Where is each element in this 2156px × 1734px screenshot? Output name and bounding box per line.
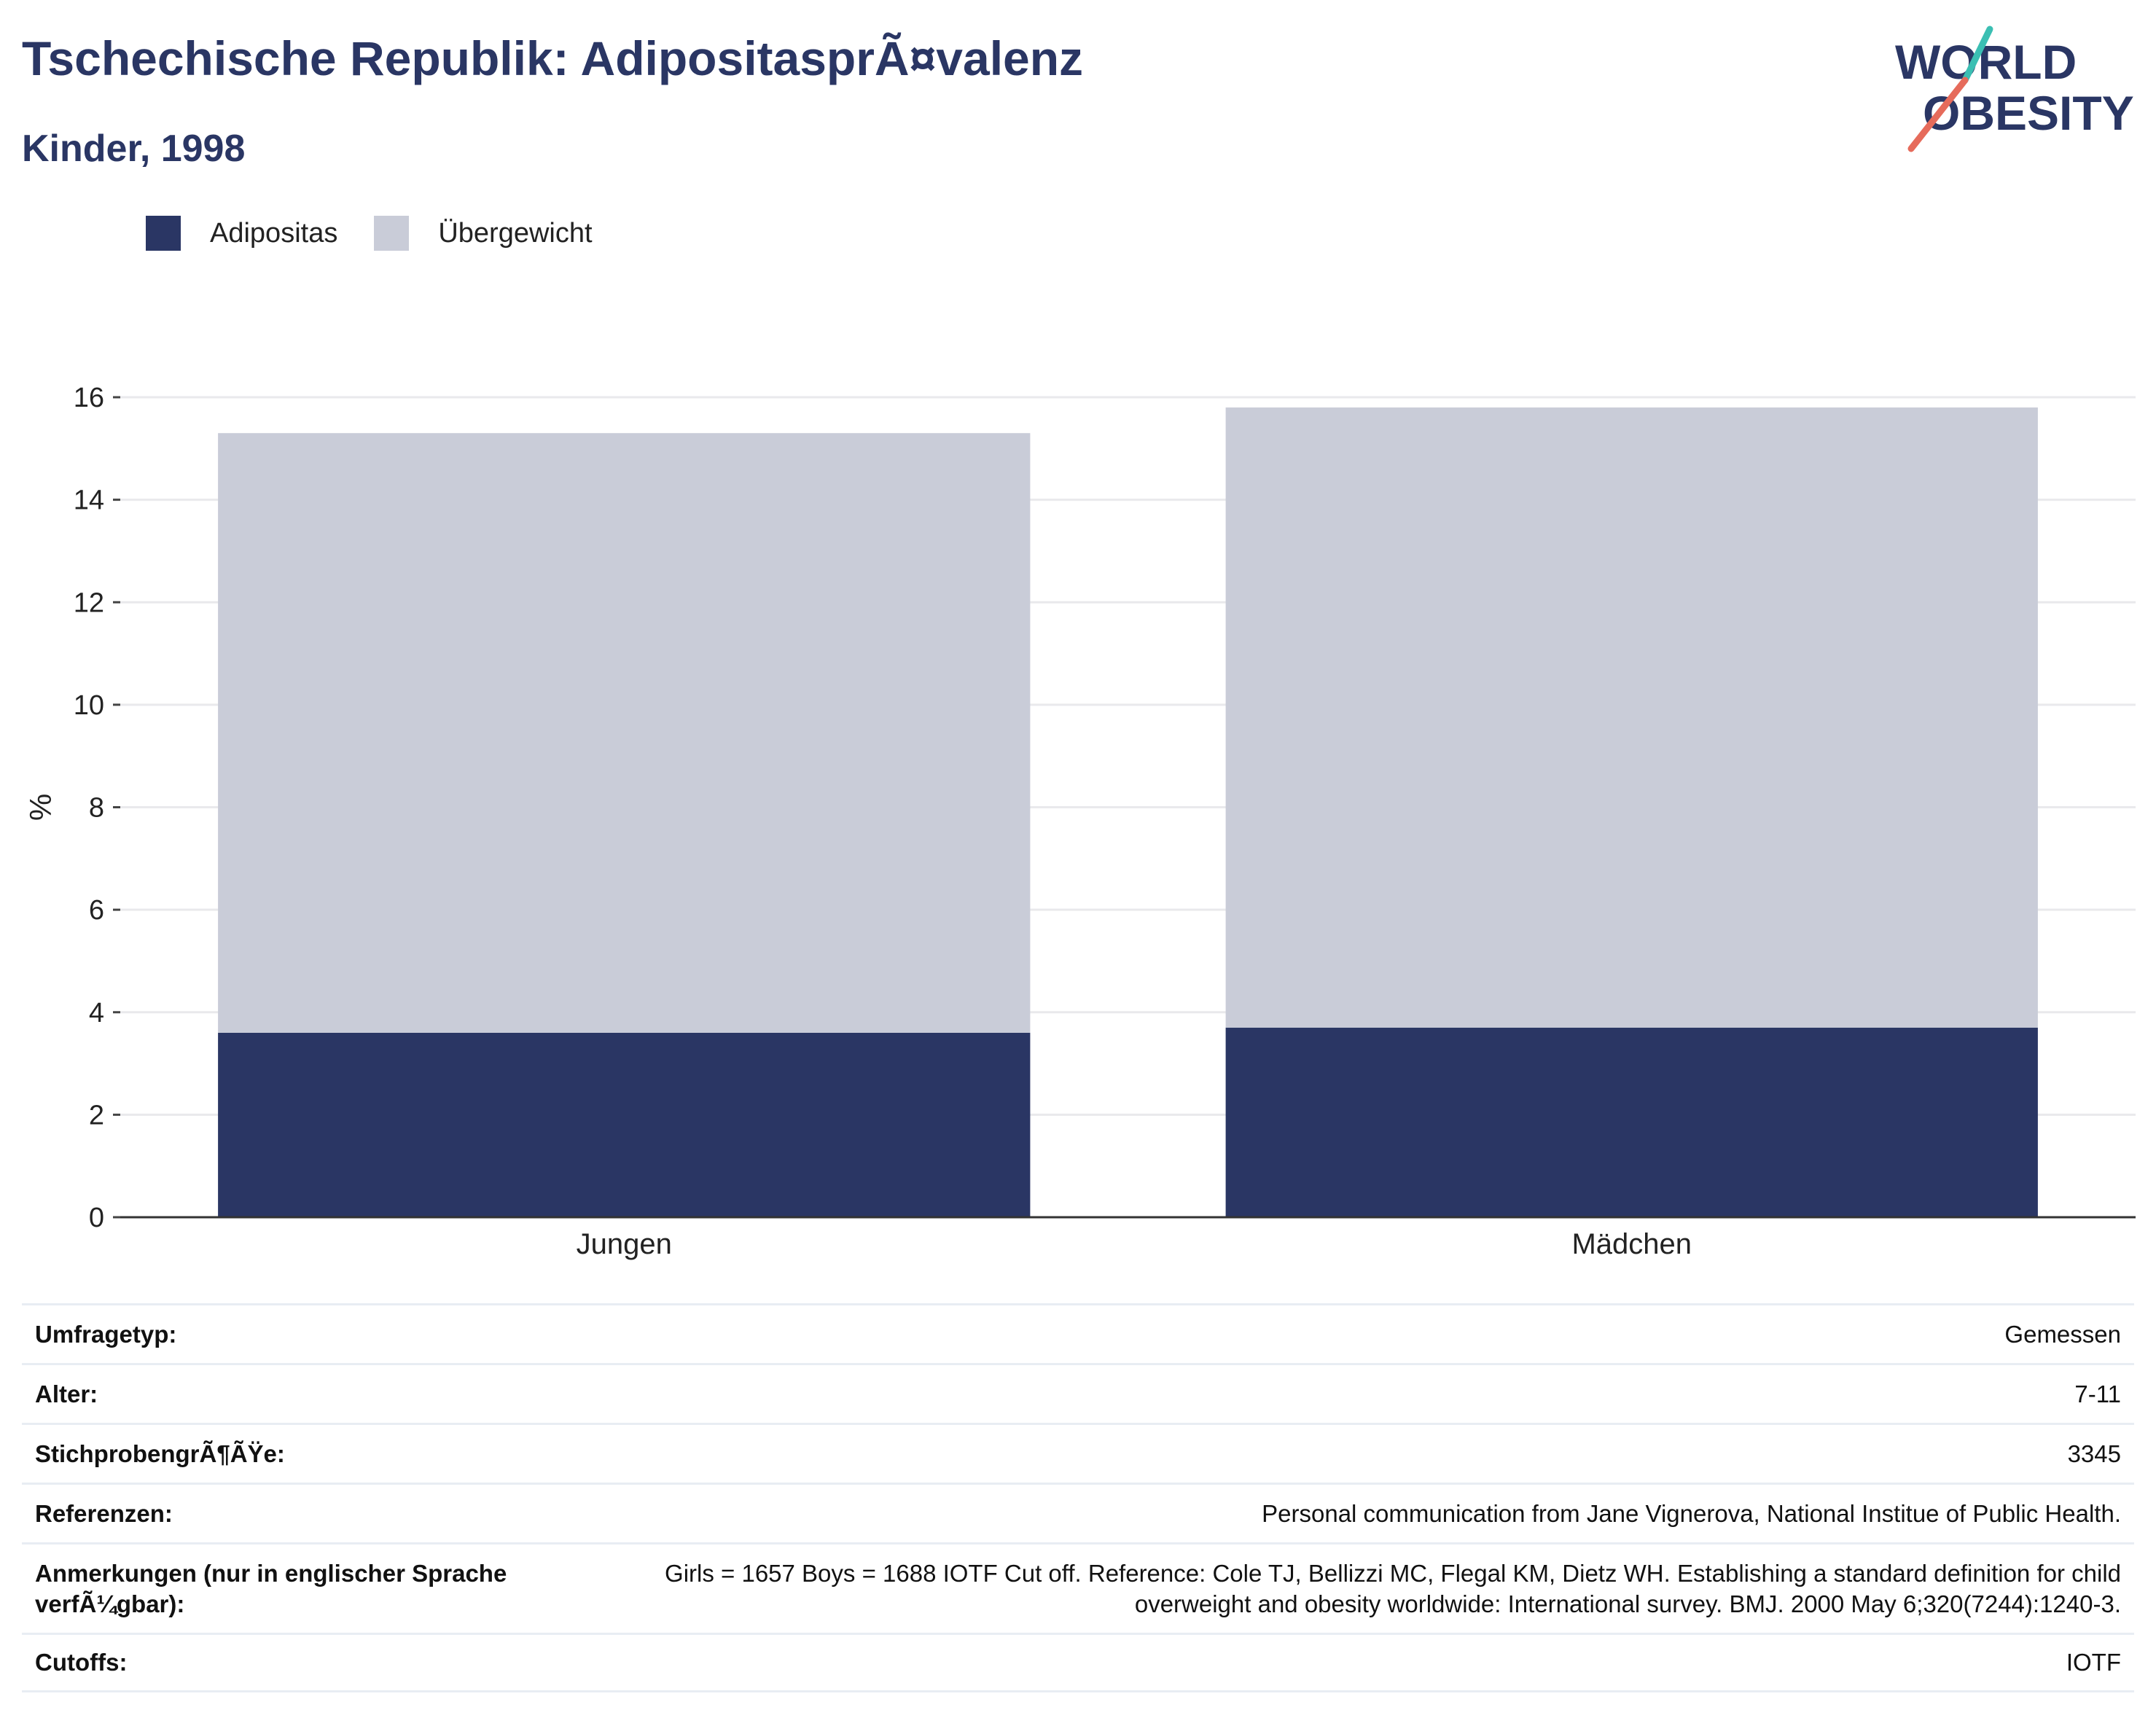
legend-item-uebergewicht[interactable]: Übergewicht	[374, 216, 593, 251]
stacked-bar-chart: 0 2 4 6 8 10 12 14 16% Jungen Mädchen	[23, 383, 2136, 1260]
y-tick-label: 8	[89, 793, 104, 824]
legend-item-adipositas[interactable]: Adipositas	[146, 216, 337, 251]
meta-row-sample-size: StichprobengrÃ¶ÃŸe: 3345	[22, 1423, 2134, 1483]
chart-subtitle: Kinder, 1998	[22, 128, 246, 170]
y-tick-label: 10	[74, 690, 104, 721]
y-tick-label: 4	[89, 998, 104, 1028]
survey-metadata-table: Umfragetyp: Gemessen Alter: 7-11 Stichpr…	[22, 1303, 2134, 1692]
y-tick-label: 2	[89, 1100, 104, 1130]
y-tick-label: 14	[74, 485, 104, 516]
x-tick-label: Mädchen	[1571, 1228, 1692, 1260]
meta-value: 3345	[2067, 1440, 2121, 1467]
bar-adipositas-1	[1225, 1027, 2038, 1217]
chart-legend: Adipositas Übergewicht	[146, 216, 629, 251]
y-axis-label: %	[23, 794, 58, 821]
meta-row-references: Referenzen: Personal communication from …	[22, 1483, 2134, 1542]
legend-swatch-uebergewicht	[374, 216, 410, 251]
bar-uebergewicht-1	[1225, 407, 2038, 1028]
meta-label: Alter:	[35, 1380, 98, 1407]
meta-label: Referenzen:	[35, 1499, 173, 1527]
x-tick-label: Jungen	[577, 1228, 672, 1260]
meta-row-survey-type: Umfragetyp: Gemessen	[22, 1303, 2134, 1363]
meta-label: Umfragetyp:	[35, 1320, 177, 1348]
legend-label-uebergewicht: Übergewicht	[438, 217, 593, 249]
legend-label-adipositas: Adipositas	[210, 217, 338, 249]
meta-label: Cutoffs:	[35, 1649, 128, 1676]
logo-slash-teal	[1961, 26, 1993, 84]
meta-value: 7-11	[2074, 1380, 2121, 1407]
world-obesity-logo: WORLD OBESITY	[1895, 26, 2134, 152]
y-tick-label: 16	[74, 383, 104, 413]
bar-adipositas-0	[218, 1032, 1031, 1217]
y-tick-label: 0	[89, 1203, 104, 1233]
meta-label: Anmerkungen (nur in englischer Sprache v…	[35, 1559, 507, 1617]
y-tick-label: 6	[89, 895, 104, 926]
y-tick-label: 12	[74, 587, 104, 618]
meta-row-cutoffs: Cutoffs: IOTF	[22, 1633, 2134, 1692]
meta-value: Personal communication from Jane Vignero…	[1262, 1499, 2121, 1527]
meta-value: Girls = 1657 Boys = 1688 IOTF Cut off. R…	[665, 1559, 2121, 1617]
logo-text-obesity: OBESITY	[1923, 86, 2134, 140]
meta-row-age: Alter: 7-11	[22, 1363, 2134, 1423]
legend-swatch-adipositas	[146, 216, 181, 251]
meta-value: Gemessen	[2004, 1320, 2121, 1348]
meta-row-notes: Anmerkungen (nur in englischer Sprache v…	[22, 1542, 2134, 1633]
chart-title: Tschechische Republik: AdipositasprÃ¤val…	[22, 31, 1084, 85]
logo-slash-coral	[1907, 77, 1969, 152]
meta-value: IOTF	[2066, 1649, 2121, 1676]
meta-label: StichprobengrÃ¶ÃŸe:	[35, 1440, 285, 1467]
bar-uebergewicht-0	[218, 433, 1031, 1033]
